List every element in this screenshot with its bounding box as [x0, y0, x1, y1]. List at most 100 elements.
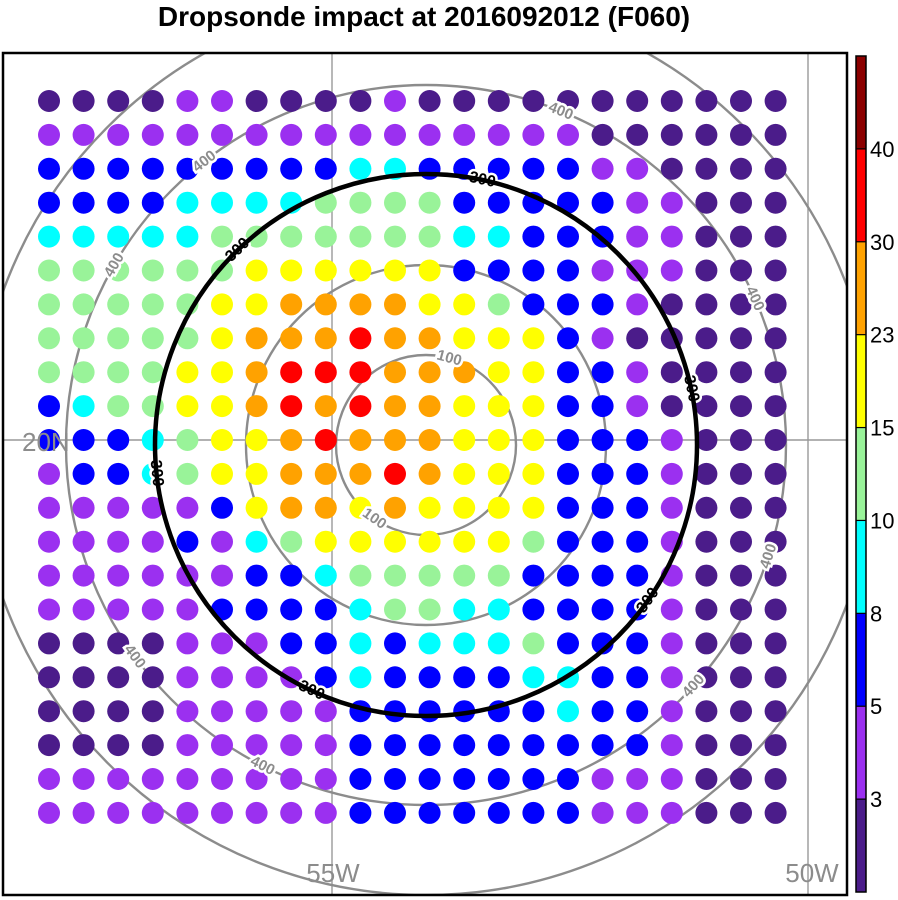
- impact-dot: [487, 801, 510, 824]
- impact-dot: [384, 801, 406, 824]
- impact-dot: [695, 327, 718, 350]
- impact-dot: [764, 293, 787, 316]
- impact-dot: [695, 666, 718, 689]
- impact-dot: [72, 259, 95, 282]
- impact-dot: [72, 598, 95, 621]
- impact-dot: [522, 734, 545, 757]
- impact-dot: [764, 395, 787, 418]
- impact-dot: [453, 734, 476, 757]
- impact-dot: [591, 632, 614, 655]
- impact-dot: [522, 429, 545, 451]
- impact-dot: [349, 395, 372, 418]
- impact-dot: [245, 768, 268, 790]
- impact-dot: [522, 632, 545, 655]
- impact-dot: [176, 361, 199, 384]
- impact-dot: [418, 734, 441, 757]
- impact-dot: [487, 395, 510, 418]
- impact-dot: [72, 157, 95, 180]
- impact-dot: [695, 191, 718, 214]
- impact-dot: [522, 496, 545, 519]
- impact-dot: [141, 734, 164, 757]
- impact-dot: [591, 429, 614, 451]
- impact-dot: [660, 496, 683, 519]
- impact-dot: [557, 327, 579, 350]
- impact-dot: [695, 768, 718, 790]
- impact-dot: [314, 496, 337, 519]
- impact-dot: [418, 191, 441, 214]
- impact-dot: [280, 225, 303, 248]
- contour-label-100: 100: [435, 347, 464, 370]
- impact-dot: [141, 666, 164, 689]
- impact-dot: [591, 259, 614, 282]
- impact-dot: [557, 700, 579, 723]
- impact-dot: [141, 90, 164, 112]
- impact-dot: [487, 157, 510, 180]
- impact-dot: [453, 361, 476, 384]
- impact-dot: [384, 734, 406, 757]
- impact-dot: [557, 734, 579, 757]
- impact-dot: [141, 327, 164, 350]
- colorbar-swatch: [856, 427, 866, 521]
- impact-dot: [280, 123, 303, 146]
- impact-dot: [211, 666, 233, 689]
- impact-dot: [660, 734, 683, 757]
- impact-dot: [349, 90, 372, 112]
- impact-dot: [211, 90, 233, 112]
- impact-dot: [176, 429, 199, 451]
- impact-dot: [522, 564, 545, 587]
- impact-dot: [730, 598, 752, 621]
- impact-dot: [453, 564, 476, 587]
- impact-dot: [557, 564, 579, 587]
- impact-dot: [487, 90, 510, 112]
- impact-dot: [557, 225, 579, 248]
- impact-dot: [384, 564, 406, 587]
- impact-dot: [349, 361, 372, 384]
- impact-dot: [730, 632, 752, 655]
- impact-dot: [349, 768, 372, 790]
- impact-dot: [349, 530, 372, 553]
- impact-dot: [38, 462, 60, 485]
- impact-dot: [522, 90, 545, 112]
- impact-dot: [141, 801, 164, 824]
- impact-dot: [72, 429, 95, 451]
- impact-dot: [522, 462, 545, 485]
- impact-dot: [522, 768, 545, 790]
- impact-dot: [730, 530, 752, 553]
- impact-dot: [557, 530, 579, 553]
- impact-dot: [384, 225, 406, 248]
- impact-dot: [245, 564, 268, 587]
- impact-dot: [314, 768, 337, 790]
- impact-dot: [764, 225, 787, 248]
- impact-dot: [349, 462, 372, 485]
- impact-dot: [245, 496, 268, 519]
- impact-dot: [764, 191, 787, 214]
- impact-dot: [730, 734, 752, 757]
- impact-dot: [764, 734, 787, 757]
- impact-dot: [211, 293, 233, 316]
- impact-dot: [314, 259, 337, 282]
- impact-dot: [453, 768, 476, 790]
- impact-dot: [38, 429, 60, 451]
- impact-dot: [660, 123, 683, 146]
- impact-dot: [591, 293, 614, 316]
- impact-dot: [72, 496, 95, 519]
- impact-dot: [626, 801, 649, 824]
- impact-dot: [453, 225, 476, 248]
- lat-label-20n: 20N: [22, 427, 70, 457]
- impact-dot: [660, 598, 683, 621]
- impact-dot: [626, 666, 649, 689]
- colorbar-swatch: [856, 799, 866, 892]
- impact-dot: [245, 361, 268, 384]
- impact-dot: [764, 598, 787, 621]
- impact-dot: [384, 632, 406, 655]
- impact-dot: [522, 123, 545, 146]
- impact-dot: [522, 530, 545, 553]
- impact-dot: [384, 462, 406, 485]
- colorbar-swatch: [856, 241, 866, 335]
- impact-dot: [107, 429, 130, 451]
- impact-dot: [38, 666, 60, 689]
- impact-dot: [522, 361, 545, 384]
- impact-dot: [176, 462, 199, 485]
- impact-dot: [280, 259, 303, 282]
- impact-dot: [280, 632, 303, 655]
